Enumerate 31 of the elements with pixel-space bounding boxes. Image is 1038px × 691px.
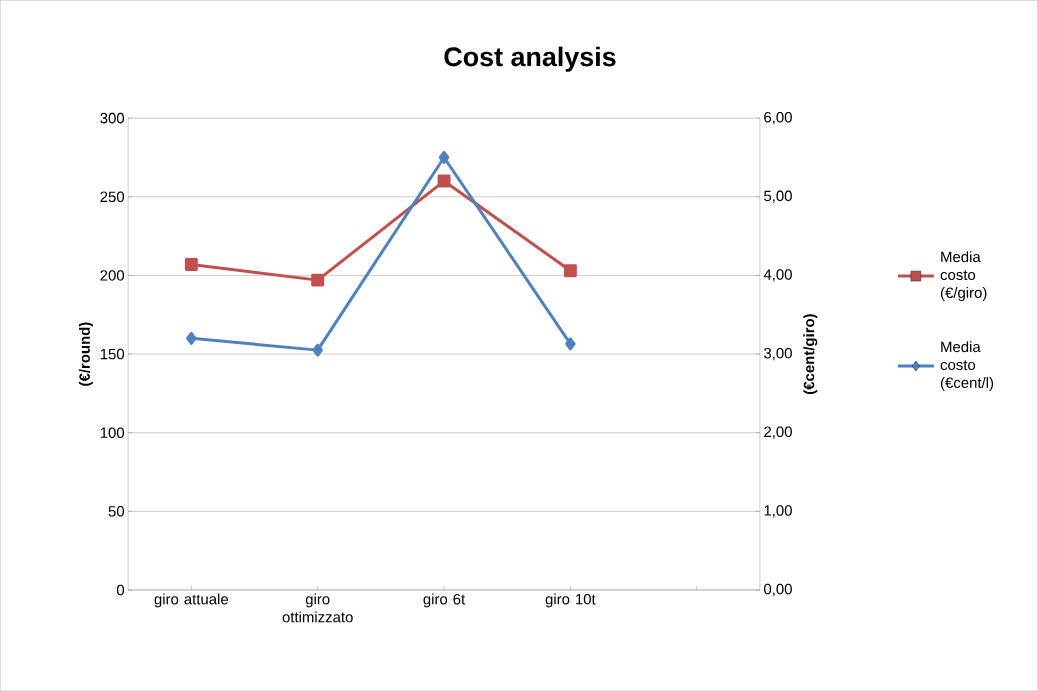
x-tick-label: giro attuale: [154, 593, 229, 608]
y-tick-label: 100: [100, 427, 125, 438]
chart-title: Cost analysis: [444, 46, 616, 72]
legend-label: Media costo (€cent/l): [940, 341, 994, 391]
y2-tick-label: 1,00: [764, 505, 792, 518]
legend-label: Media costo (€/giro): [940, 251, 987, 301]
point: [563, 264, 577, 278]
x-tick-label: giro ottimizzato: [282, 593, 353, 623]
point: [312, 343, 323, 357]
point: [437, 174, 451, 188]
y2-tick-label: 2,00: [764, 426, 792, 439]
y-axis-title: (€/round): [78, 322, 93, 386]
point: [565, 337, 576, 351]
y-tick-label: 0: [116, 584, 125, 596]
y-tick-label: 200: [100, 270, 125, 281]
point: [438, 150, 450, 164]
y-tick-label: 150: [100, 348, 125, 360]
point: [184, 257, 198, 271]
y2-tick-label: 5,00: [764, 190, 792, 203]
point: [186, 331, 197, 345]
y2-tick-label: 3,00: [763, 347, 792, 361]
y2-tick-label: 0,00: [764, 583, 792, 597]
y-tick-label: 300: [100, 112, 125, 124]
y2-axis-title: (€cent/giro): [803, 314, 818, 394]
x-tick-label: giro 10t: [545, 593, 596, 608]
point: [311, 273, 325, 287]
y2-tick-label: 4,00: [763, 269, 792, 282]
y-tick-label: 50: [108, 505, 125, 517]
x-tick-label: giro 6t: [423, 593, 466, 608]
y-tick-label: 250: [100, 191, 125, 203]
y2-tick-label: 6,00: [764, 111, 792, 125]
